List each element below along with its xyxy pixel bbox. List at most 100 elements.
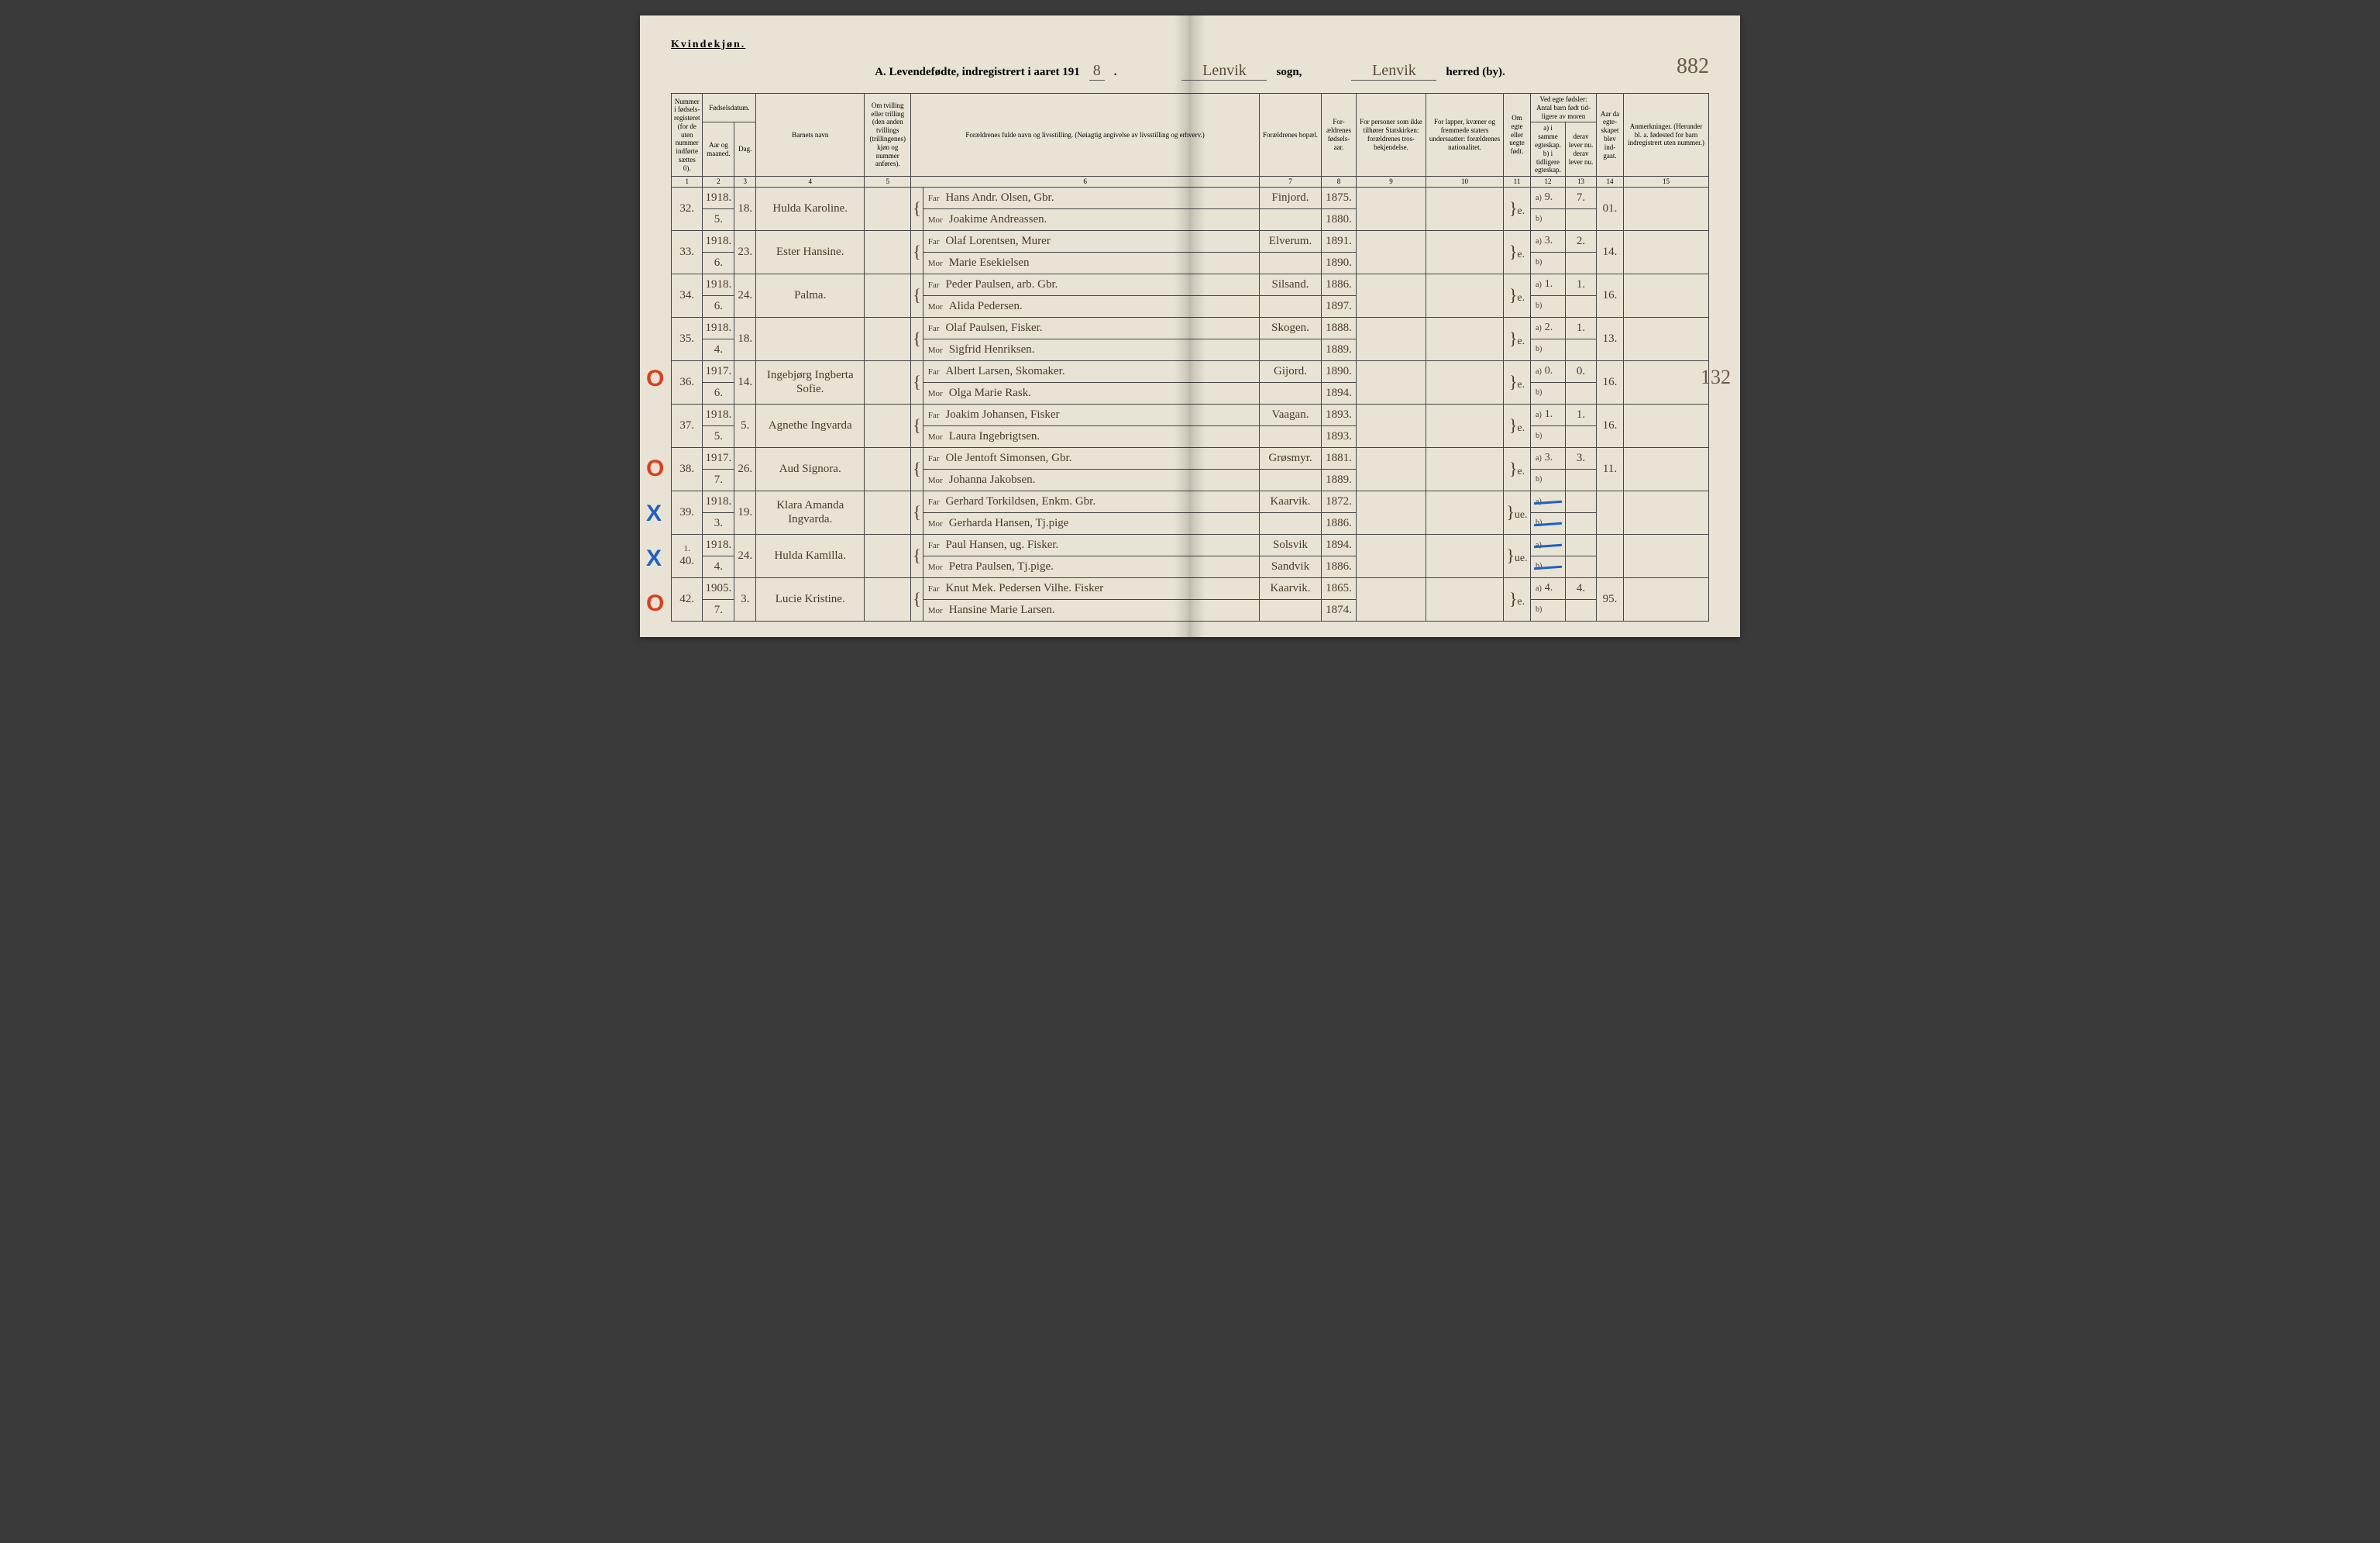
col-7: Forældrenes bopæl. xyxy=(1260,94,1322,177)
brace-left-icon: { xyxy=(911,317,923,360)
alive-b xyxy=(1566,469,1597,491)
brace-right-icon: }ue. xyxy=(1504,534,1531,577)
father-cell: FarHans Andr. Olsen, Gbr. xyxy=(923,187,1259,208)
col-6: Forældrenes fulde navn og livsstilling. … xyxy=(911,94,1260,177)
mother-cell: MorSigfrid Henriksen. xyxy=(923,339,1259,360)
residence2 xyxy=(1260,512,1322,534)
alive-b xyxy=(1566,425,1597,447)
entry-month: 7. xyxy=(703,599,734,621)
entry-day: 18. xyxy=(734,187,756,230)
entry-number: 42. xyxy=(672,577,703,621)
entry-month: 4. xyxy=(703,339,734,360)
residence: Gijord. xyxy=(1260,360,1322,382)
twin-info xyxy=(865,534,911,577)
column-number-row: 1 2 3 4 5 6 7 8 9 10 11 12 13 14 15 xyxy=(672,177,1709,188)
children-a: a)9. xyxy=(1531,187,1566,208)
confession xyxy=(1357,577,1426,621)
nationality xyxy=(1426,491,1504,534)
table-row: 34.1918.24.Palma.{FarPeder Paulsen, arb.… xyxy=(672,274,1709,295)
father-year: 1893. xyxy=(1322,404,1357,425)
col-2-group: Fødselsdatum. xyxy=(703,94,756,122)
residence: Vaagan. xyxy=(1260,404,1322,425)
children-b: b) xyxy=(1531,339,1566,360)
children-b: b) xyxy=(1531,469,1566,491)
marriage-year: 16. xyxy=(1597,274,1624,317)
entry-number: 38. xyxy=(672,447,703,491)
father-cell: FarOlaf Paulsen, Fisker. xyxy=(923,317,1259,339)
mother-year: 1893. xyxy=(1322,425,1357,447)
father-year: 1886. xyxy=(1322,274,1357,295)
mother-year: 1886. xyxy=(1322,512,1357,534)
table-row: 1.40.1918.24.Hulda Kamilla.{FarPaul Hans… xyxy=(672,534,1709,556)
mother-year: 1897. xyxy=(1322,295,1357,317)
father-year: 1881. xyxy=(1322,447,1357,469)
mother-cell: MorAlida Pedersen. xyxy=(923,295,1259,317)
mother-year: 1894. xyxy=(1322,382,1357,404)
brace-left-icon: { xyxy=(911,534,923,577)
title-prefix: A. Levendefødte, indregistrert i aaret 1… xyxy=(875,66,1080,79)
register-page: Kvindekjøn. A. Levendefødte, indregistre… xyxy=(640,15,1740,637)
children-a: a) xyxy=(1531,491,1566,512)
residence: Silsand. xyxy=(1260,274,1322,295)
brace-right-icon: }ue. xyxy=(1504,491,1531,534)
col-12-13-group: Ved egte fødsler: Antal barn født tid-li… xyxy=(1531,94,1597,122)
entry-month: 7. xyxy=(703,469,734,491)
entry-day: 19. xyxy=(734,491,756,534)
alive-a: 1. xyxy=(1566,317,1597,339)
entry-month: 5. xyxy=(703,208,734,230)
entry-year: 1917. xyxy=(703,447,734,469)
father-year: 1891. xyxy=(1322,230,1357,252)
entry-day: 18. xyxy=(734,317,756,360)
residence: Grøsmyr. xyxy=(1260,447,1322,469)
brace-left-icon: { xyxy=(911,274,923,317)
confession xyxy=(1357,534,1426,577)
child-name: Aud Signora. xyxy=(756,447,865,491)
confession xyxy=(1357,404,1426,447)
table-row: 37.1918.5.Agnethe Ingvarda{FarJoakim Joh… xyxy=(672,404,1709,425)
nationality xyxy=(1426,447,1504,491)
entry-year: 1918. xyxy=(703,317,734,339)
residence: Skogen. xyxy=(1260,317,1322,339)
title-row: A. Levendefødte, indregistrert i aaret 1… xyxy=(671,62,1709,81)
mother-year: 1889. xyxy=(1322,469,1357,491)
mother-cell: MorPetra Paulsen, Tj.pige. xyxy=(923,556,1259,577)
entry-year: 1918. xyxy=(703,230,734,252)
entry-year: 1918. xyxy=(703,187,734,208)
confession xyxy=(1357,317,1426,360)
entry-year: 1918. xyxy=(703,274,734,295)
brace-left-icon: { xyxy=(911,491,923,534)
col-1: Nummer i fødsels-registeret (for de uten… xyxy=(672,94,703,177)
remarks xyxy=(1624,404,1709,447)
father-cell: FarJoakim Johansen, Fisker xyxy=(923,404,1259,425)
col-9: For personer som ikke tilhører Statskirk… xyxy=(1357,94,1426,177)
father-year: 1865. xyxy=(1322,577,1357,599)
entry-year: 1918. xyxy=(703,404,734,425)
children-a: a)4. xyxy=(1531,577,1566,599)
children-a: a)3. xyxy=(1531,230,1566,252)
remarks xyxy=(1624,577,1709,621)
residence2 xyxy=(1260,599,1322,621)
margin-number: 132 xyxy=(1701,366,1731,389)
brace-right-icon: }e. xyxy=(1504,577,1531,621)
father-year: 1894. xyxy=(1322,534,1357,556)
margin-mark-o: O xyxy=(646,366,664,392)
remarks xyxy=(1624,491,1709,534)
marriage-year: 13. xyxy=(1597,317,1624,360)
children-a: a)1. xyxy=(1531,404,1566,425)
children-b: b) xyxy=(1531,208,1566,230)
sogn-label: sogn, xyxy=(1276,66,1302,79)
col-11: Om egte eller uegte født. xyxy=(1504,94,1531,177)
year-suffix: 8 xyxy=(1089,62,1105,81)
mother-cell: MorOlga Marie Rask. xyxy=(923,382,1259,404)
mother-year: 1886. xyxy=(1322,556,1357,577)
mother-year: 1880. xyxy=(1322,208,1357,230)
brace-right-icon: }e. xyxy=(1504,360,1531,404)
col-15: Anmerkninger. (Herunder bl. a. fødested … xyxy=(1624,94,1709,177)
marriage-year: 14. xyxy=(1597,230,1624,274)
twin-info xyxy=(865,491,911,534)
nationality xyxy=(1426,187,1504,230)
brace-right-icon: }e. xyxy=(1504,187,1531,230)
brace-right-icon: }e. xyxy=(1504,404,1531,447)
father-cell: FarOle Jentoft Simonsen, Gbr. xyxy=(923,447,1259,469)
children-b: b) xyxy=(1531,382,1566,404)
